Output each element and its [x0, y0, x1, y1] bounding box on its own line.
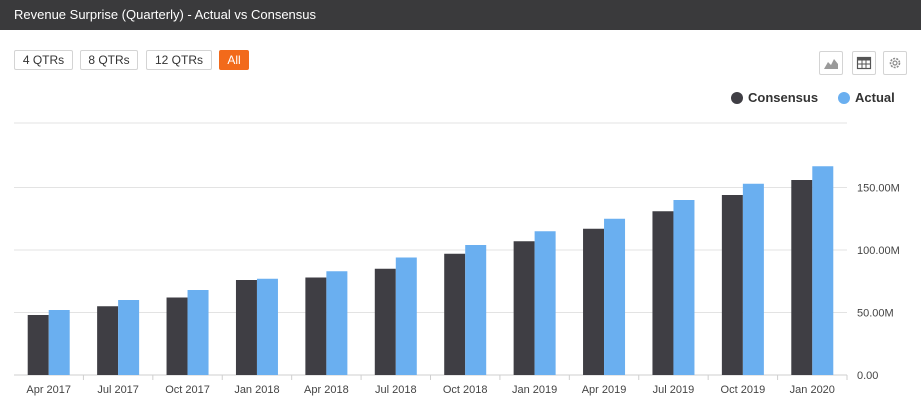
table-view-button[interactable] [852, 51, 876, 75]
chart-title: Revenue Surprise (Quarterly) - Actual vs… [14, 7, 317, 22]
x-tick-label: Jan 2019 [512, 384, 557, 396]
bar-consensus [652, 211, 674, 375]
settings-button[interactable] [883, 51, 907, 75]
bar-actual [742, 183, 764, 375]
bar-consensus [27, 315, 49, 375]
y-tick-label: 0.00 [857, 370, 878, 382]
bar-actual [673, 200, 695, 375]
bar-actual [812, 166, 834, 375]
legend-actual-swatch [838, 92, 850, 104]
x-tick-label: Oct 2019 [721, 384, 766, 396]
bar-consensus [791, 180, 813, 375]
bar-consensus [583, 228, 605, 375]
x-tick-label: Apr 2017 [26, 384, 71, 396]
x-tick-label: Jul 2018 [375, 384, 417, 396]
table-icon [856, 56, 872, 70]
bar-actual [534, 231, 556, 375]
bar-consensus [721, 195, 743, 375]
bar-actual [256, 278, 278, 375]
bar-consensus [166, 297, 188, 375]
bar-actual [604, 218, 626, 375]
legend-consensus-swatch [731, 92, 743, 104]
x-tick-label: Jul 2017 [97, 384, 139, 396]
x-tick-label: Jan 2018 [234, 384, 279, 396]
bar-consensus [97, 306, 119, 375]
range-12-qtrs-button[interactable]: 12 QTRs [146, 50, 212, 70]
range-8-qtrs-button[interactable]: 8 QTRs [80, 50, 138, 70]
x-tick-label: Oct 2017 [165, 384, 210, 396]
area-chart-icon [824, 59, 838, 69]
y-tick-label: 100.00M [857, 245, 900, 257]
chart-header: Revenue Surprise (Quarterly) - Actual vs… [0, 0, 921, 30]
range-all-button[interactable]: All [219, 50, 249, 70]
bar-actual [326, 271, 348, 375]
bar-actual [48, 310, 70, 375]
chart-type-button[interactable] [819, 51, 843, 75]
bar-consensus [305, 277, 327, 375]
bar-consensus [513, 241, 535, 375]
bar-actual [187, 290, 209, 375]
x-tick-label: Apr 2018 [304, 384, 349, 396]
legend-consensus-label[interactable]: Consensus [748, 90, 819, 105]
bar-consensus [235, 280, 257, 375]
legend-actual-label[interactable]: Actual [855, 90, 895, 105]
bar-actual [465, 245, 487, 375]
bar-consensus [374, 268, 396, 375]
range-4-qtrs-button[interactable]: 4 QTRs [14, 50, 73, 70]
x-tick-label: Oct 2018 [443, 384, 488, 396]
bar-consensus [444, 253, 466, 375]
x-tick-label: Jan 2020 [790, 384, 835, 396]
y-tick-label: 50.00M [857, 308, 894, 320]
y-tick-label: 150.00M [857, 183, 900, 195]
x-tick-label: Apr 2019 [582, 384, 627, 396]
bar-actual [118, 300, 140, 375]
gear-icon [889, 57, 901, 69]
bar-actual [395, 257, 417, 375]
x-tick-label: Jul 2019 [653, 384, 695, 396]
